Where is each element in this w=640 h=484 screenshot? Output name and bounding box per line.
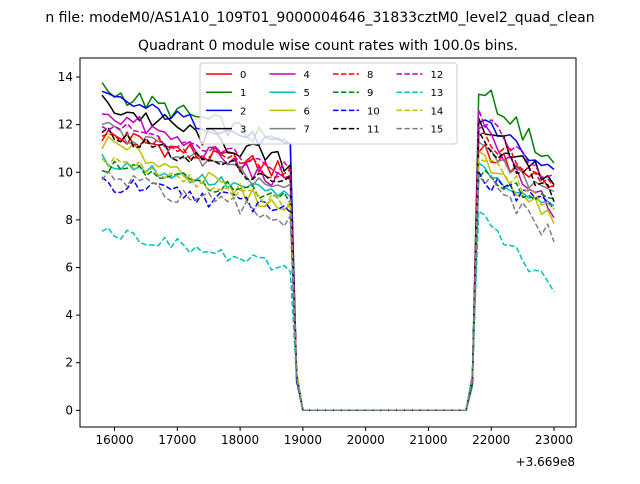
x-tick-label: 23000 (535, 433, 573, 447)
y-tick-label: 6 (65, 260, 73, 274)
figure-suptitle: n file: modeM0/AS1A10_109T01_9000004646_… (45, 10, 594, 26)
legend-label-9: 9 (367, 88, 373, 99)
series-line-15 (101, 170, 555, 412)
legend-label-8: 8 (367, 70, 373, 81)
legend-label-15: 15 (431, 125, 444, 136)
x-tick-label: 21000 (409, 433, 447, 447)
legend-label-12: 12 (431, 70, 444, 81)
y-tick-label: 10 (58, 165, 73, 179)
legend-label-2: 2 (240, 106, 246, 117)
series-line-13 (101, 210, 555, 412)
x-tick-label: 22000 (472, 433, 510, 447)
x-tick-label: 17000 (158, 433, 196, 447)
x-tick-label: 18000 (221, 433, 259, 447)
y-axis: 0 2 4 6 8 10 12 14 (58, 70, 80, 417)
y-tick-label: 14 (58, 70, 73, 84)
y-tick-label: 2 (65, 356, 73, 370)
x-tick-label: 16000 (95, 433, 133, 447)
legend-label-11: 11 (367, 125, 380, 136)
legend-label-1: 1 (240, 88, 246, 99)
y-tick-label: 0 (65, 403, 73, 417)
legend-label-5: 5 (304, 88, 310, 99)
legend-label-10: 10 (367, 106, 380, 117)
x-axis-offset-label: +3.669e8 (516, 455, 575, 469)
legend-label-3: 3 (240, 125, 246, 136)
y-tick-label: 8 (65, 213, 73, 227)
chart-title: Quadrant 0 module wise count rates with … (138, 38, 518, 54)
legend-box (199, 62, 458, 145)
legend-label-14: 14 (431, 106, 444, 117)
series-line-11 (101, 127, 555, 412)
x-axis: 16000 17000 18000 19000 20000 21000 22000 23000 (95, 427, 573, 447)
legend-label-13: 13 (431, 88, 444, 99)
series-line-10 (101, 170, 555, 412)
y-tick-label: 12 (58, 118, 73, 132)
y-tick-label: 4 (65, 308, 73, 322)
x-tick-label: 19000 (284, 433, 322, 447)
legend-label-7: 7 (304, 125, 310, 136)
series-line-12 (101, 108, 555, 412)
x-tick-label: 20000 (347, 433, 385, 447)
plot-frame (79, 57, 577, 428)
legend-label-6: 6 (304, 106, 310, 117)
series-line-0 (101, 129, 555, 412)
series-line-6 (101, 135, 555, 412)
series-line-14 (101, 156, 555, 412)
legend-label-4: 4 (304, 70, 310, 81)
legend-label-0: 0 (240, 70, 246, 81)
